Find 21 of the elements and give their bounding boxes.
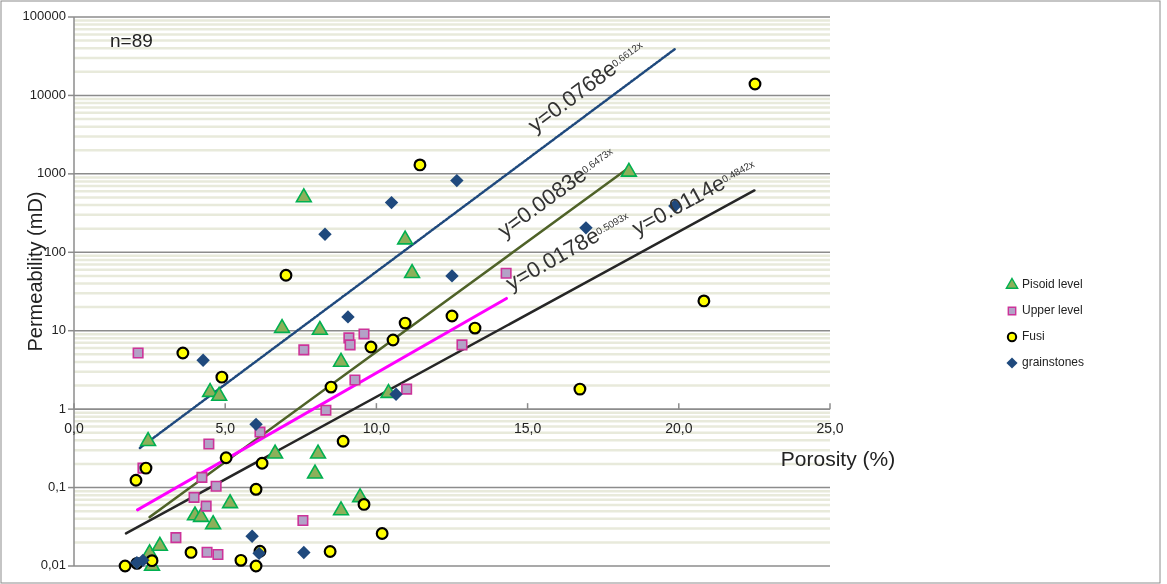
legend-label: grainstones	[1022, 355, 1085, 370]
y-tick-label: 10000	[29, 86, 66, 102]
y-axis-title: Permeability (mD)	[24, 191, 46, 352]
x-tick-label: 5,0	[215, 420, 236, 437]
y-tick-label: 0,1	[47, 479, 66, 495]
legend-label: Pisoid level	[1022, 277, 1083, 292]
y-tick-label: 0,01	[40, 557, 66, 573]
legend-label: Upper level	[1022, 303, 1083, 318]
annotation: n=89	[110, 30, 153, 51]
x-axis-title: Porosity (%)	[780, 447, 896, 471]
y-tick-label: 100000	[22, 8, 66, 24]
x-tick-label: 15,0	[513, 420, 542, 437]
x-tick-label: 25,0	[816, 420, 844, 437]
x-tick-label: 0,0	[64, 420, 84, 437]
y-tick-label: 10	[51, 322, 66, 338]
legend-label: Fusi	[1022, 329, 1045, 344]
x-tick-label: 10,0	[362, 420, 391, 437]
y-tick-label: 1000	[37, 165, 66, 181]
y-tick-label: 1	[58, 400, 66, 416]
x-tick-label: 20,0	[665, 420, 693, 437]
y-tick-label: 100	[44, 243, 66, 259]
